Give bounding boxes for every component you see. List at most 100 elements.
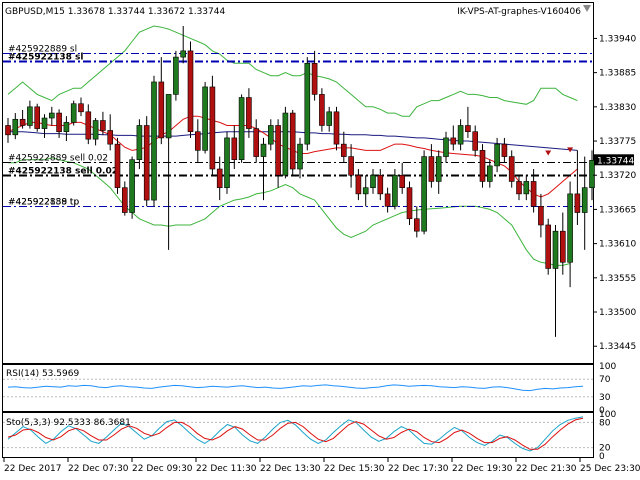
candle-body	[340, 143, 347, 157]
candle-body	[231, 137, 238, 160]
current-price-box	[594, 154, 634, 166]
price-tick-label: 1.33775	[599, 137, 636, 147]
candle-body	[187, 50, 194, 133]
candle-body	[355, 174, 362, 195]
candle-body	[173, 56, 179, 95]
chart-shift-marker[interactable]	[583, 5, 591, 12]
rsi-line	[7, 384, 584, 392]
candle-body	[530, 181, 537, 207]
candle-body	[552, 230, 559, 269]
price-tick-label: 1.33500	[599, 308, 636, 318]
candle-body	[413, 218, 420, 232]
candle-body	[114, 143, 121, 188]
stoch-tick-label: 80	[599, 418, 611, 428]
lower-band-line	[8, 157, 571, 266]
candle-body	[333, 111, 340, 145]
candle-body	[450, 137, 457, 145]
candle-body	[238, 97, 245, 160]
candle-body	[48, 112, 55, 119]
candle-body	[545, 224, 552, 269]
price-tick-label: 1.33555	[599, 274, 636, 284]
candle-body	[92, 120, 99, 140]
stoch-signal-line	[7, 417, 584, 450]
candle-body	[143, 125, 150, 201]
candle-body	[27, 106, 33, 126]
candle-body	[326, 111, 333, 126]
price-tick-label: 1.33665	[599, 205, 636, 215]
candle-body	[297, 143, 303, 170]
order-label-sl2: #425922138 sl	[8, 53, 83, 63]
order-label-sl1: #425922889 sl	[8, 45, 77, 55]
candle-body	[472, 131, 479, 151]
stoch-tick-label: 20	[599, 444, 611, 454]
candle-body	[246, 97, 252, 129]
candle-body	[538, 206, 544, 226]
bollinger-bands	[7, 25, 578, 266]
candlesticks	[5, 26, 595, 337]
candle-body	[304, 63, 311, 145]
price-axis: 1.33940 1.33885 1.33830 1.33775 1.33720 1.336…	[593, 34, 636, 352]
candle-body	[56, 112, 62, 133]
trade-arrow-icon	[567, 147, 574, 153]
candle-body	[508, 156, 515, 182]
candle-body	[494, 143, 500, 167]
current-price-tag: 1.33744	[594, 154, 634, 166]
watermark-text: IK-VPS-AT-graphes-V160406	[457, 7, 581, 17]
time-tick-label: 22 Dec 17:30	[388, 464, 449, 474]
order-label-sell2: #425922138 sell 0.02	[8, 167, 118, 177]
candle-body	[567, 193, 573, 263]
time-tick-label: 22 Dec 19:30	[452, 464, 513, 474]
candle-body	[319, 94, 325, 126]
candle-body	[12, 118, 19, 136]
stoch-label: Sto(5,3,3) 92.5333 86.3681	[6, 418, 131, 428]
price-tick-label: 1.33885	[599, 69, 636, 79]
time-tick-label: 22 Dec 13:30	[260, 464, 321, 474]
candle-body	[275, 125, 281, 176]
candle-body	[589, 160, 595, 188]
candle-body	[443, 137, 449, 157]
upper-band-line	[7, 25, 578, 117]
candle-body	[165, 94, 172, 139]
current-price-value: 1.33744	[597, 156, 634, 166]
shift-triangle-icon[interactable]	[583, 5, 591, 12]
candle-body	[435, 156, 442, 182]
candle-body	[377, 174, 384, 195]
time-tick-label: 22 Dec 21:30	[516, 464, 577, 474]
candle-body	[574, 193, 581, 213]
candle-body	[348, 156, 354, 176]
time-tick-label: 22 Dec 11:30	[196, 464, 257, 474]
rsi-panel-border	[2, 364, 594, 412]
candle-body	[129, 159, 135, 213]
time-axis: 22 Dec 2017 22 Dec 07:30 22 Dec 09:30 22 De…	[3, 458, 640, 474]
candle-body	[311, 63, 318, 95]
candle-body	[523, 181, 530, 195]
candle-body	[136, 125, 143, 160]
candle-body	[428, 156, 435, 182]
candle-body	[151, 81, 157, 201]
order-label-sell1: #425922889 sell 0.02	[8, 154, 108, 164]
symbol-title: GBPUSD,M15 1.33678 1.33744 1.33672 1.337…	[5, 7, 225, 17]
time-tick-label: 25 Dec 23:30	[580, 464, 640, 474]
candle-body	[63, 122, 70, 133]
candle-body	[406, 187, 413, 220]
candle-body	[516, 181, 522, 195]
candle-body	[384, 193, 391, 207]
order-label-tp: #425922889 tp	[8, 198, 79, 208]
time-tick-label: 22 Dec 2017	[4, 464, 62, 474]
candle-body	[559, 230, 566, 263]
order-label-tp2: #425922138 tp	[8, 198, 79, 208]
stoch-tick-label: 0	[599, 452, 605, 462]
candle-body	[479, 150, 486, 182]
candle-body	[216, 168, 223, 188]
candle-body	[107, 130, 113, 145]
time-tick-label: 22 Dec 09:30	[132, 464, 193, 474]
candle-body	[501, 143, 508, 157]
candle-body	[224, 137, 230, 188]
candle-body	[267, 125, 274, 145]
candle-body	[19, 118, 26, 126]
candle-body	[253, 128, 259, 157]
candle-body	[209, 86, 216, 170]
